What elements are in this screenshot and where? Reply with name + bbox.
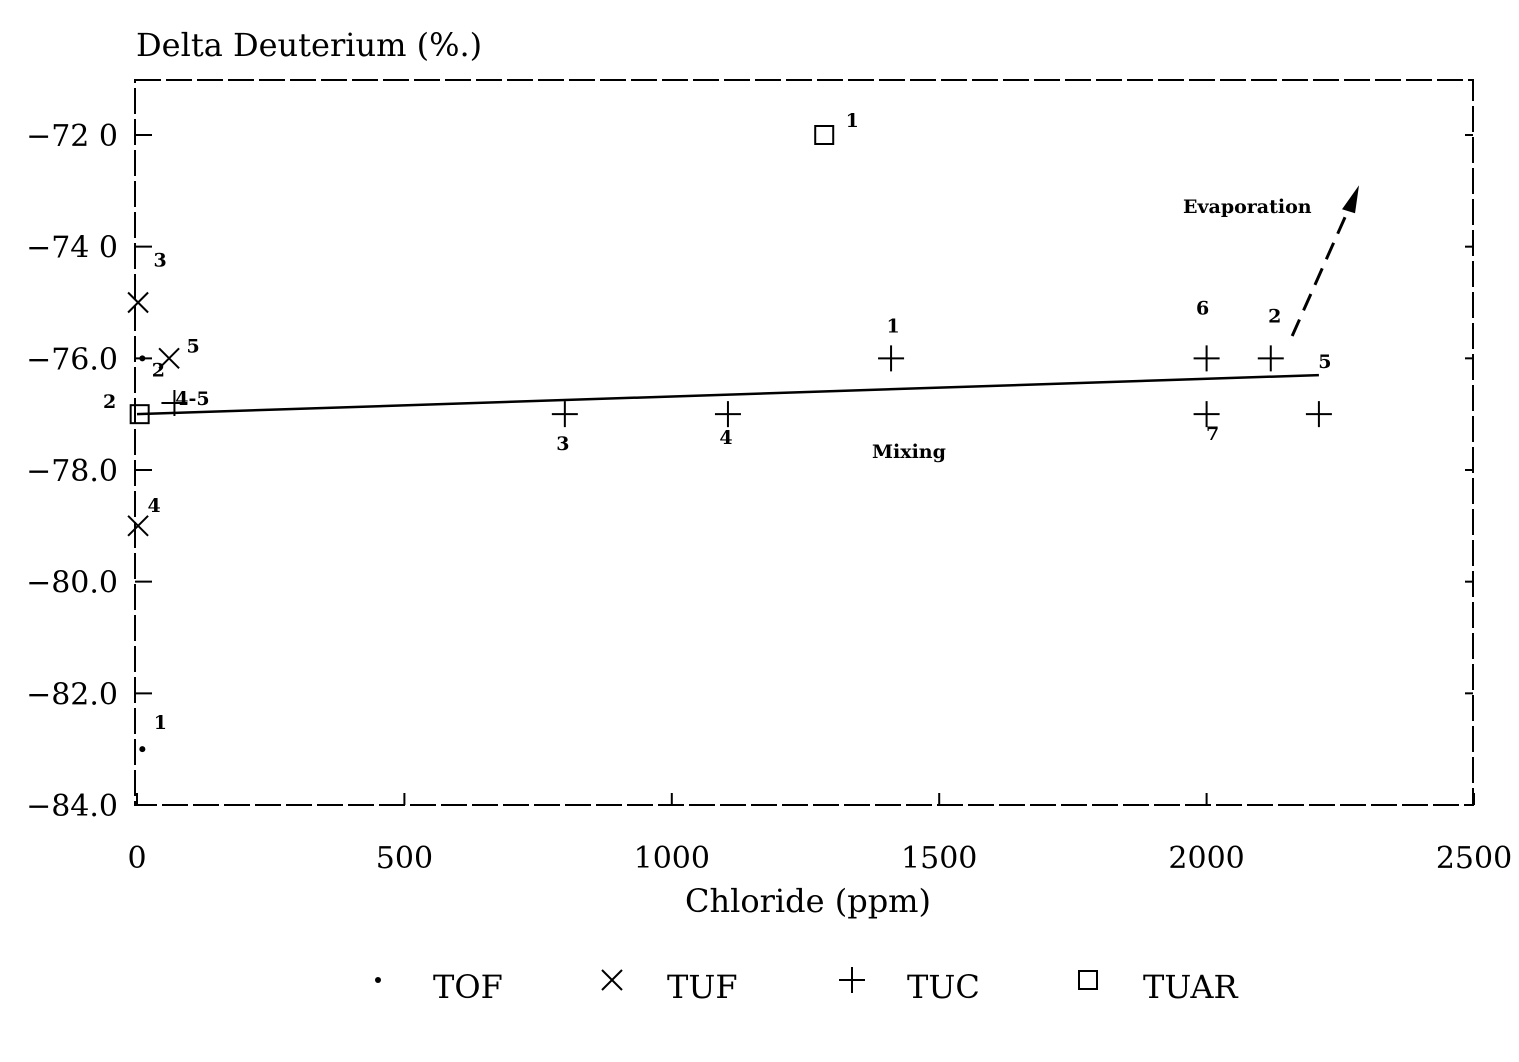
legend-marker <box>375 977 381 983</box>
evaporation-arrow-line <box>1290 198 1355 337</box>
plot-frame <box>134 79 1474 806</box>
x-tick-label: 1000 <box>634 841 710 876</box>
point-label: 2 <box>103 391 116 413</box>
point-label: 5 <box>186 335 199 357</box>
series-tuc: 1 6 2 3 4 7 5 4-5 <box>161 297 1332 455</box>
mixing-label: Mixing <box>872 441 946 463</box>
y-tick-label: −84.0 <box>26 789 118 824</box>
evaporation-arrow-head <box>1342 185 1360 214</box>
point-label: 3 <box>556 433 569 455</box>
y-tick-label: −82.0 <box>26 677 118 712</box>
y-tick-label: −78.0 <box>26 454 118 489</box>
x-tick-label: 2000 <box>1168 841 1244 876</box>
tuc-point <box>1193 401 1220 428</box>
point-label: 4 <box>147 495 160 517</box>
tof-point <box>139 355 146 362</box>
legend-label: TUC <box>907 968 980 1006</box>
x-tick-label: 1500 <box>901 841 977 876</box>
point-label: 1 <box>846 110 859 132</box>
legend-label: TUF <box>667 968 738 1006</box>
tuc-point <box>161 390 188 416</box>
evaporation-label: Evaporation <box>1183 196 1312 218</box>
tuf-point <box>158 347 180 370</box>
x-tick-label: 2500 <box>1436 841 1512 876</box>
y-tick-label: −72 0 <box>26 119 118 154</box>
legend-item-tuf: TUF <box>601 968 738 1006</box>
legend-item-tuc: TUC <box>839 967 980 1006</box>
y-tick-label: −74 0 <box>26 231 118 266</box>
legend-marker <box>839 967 865 993</box>
series-tuf: 4 5 3 <box>127 250 200 537</box>
tuc-point <box>878 345 905 372</box>
legend-label: TUAR <box>1143 968 1238 1006</box>
legend-marker <box>601 969 623 991</box>
x-tick-label: 0 <box>127 841 146 876</box>
y-axis-title: Delta Deuterium (%.) <box>136 26 482 64</box>
tuf-point <box>127 515 149 537</box>
mixing-line-group: Mixing Evaporation <box>136 185 1360 463</box>
point-label: 7 <box>1206 423 1219 445</box>
point-label: 2 <box>1268 305 1281 327</box>
tuc-point <box>551 401 578 428</box>
y-axis: −72 0 −74 0 −76.0 −78.0 −80.0 −82.0 −84.0 <box>26 119 1473 824</box>
point-label: 1 <box>886 315 899 337</box>
tuar-point <box>814 125 835 145</box>
point-label: 3 <box>153 250 166 272</box>
legend-marker <box>1078 970 1098 990</box>
tof-point <box>139 746 146 753</box>
point-label: 6 <box>1196 297 1209 319</box>
tuc-point <box>1193 345 1220 372</box>
x-tick-label: 500 <box>376 841 433 876</box>
tuc-point <box>1305 401 1332 428</box>
legend-label: TOF <box>433 968 503 1006</box>
tuc-point <box>1257 345 1284 372</box>
point-label: 5 <box>1318 351 1331 373</box>
point-label: 4 <box>719 427 732 449</box>
x-axis-title: Chloride (ppm) <box>685 882 931 920</box>
y-tick-label: −80.0 <box>26 566 118 601</box>
legend-item-tuar: TUAR <box>1078 968 1238 1006</box>
point-label: 1 <box>154 712 167 734</box>
tuar-point <box>129 404 150 425</box>
series-tuar: 12 <box>103 110 859 425</box>
x-axis: 0 500 1000 1500 2000 2500 <box>127 793 1512 876</box>
legend: TOF TUF TUC TUAR <box>375 967 1238 1006</box>
point-label: 2 <box>152 359 165 381</box>
tuf-point <box>127 291 149 314</box>
y-tick-label: −76.0 <box>26 342 118 377</box>
mixing-line <box>136 373 1319 416</box>
legend-item-tof: TOF <box>375 968 503 1006</box>
point-label: 4-5 <box>175 388 209 410</box>
tuc-point <box>714 401 741 428</box>
